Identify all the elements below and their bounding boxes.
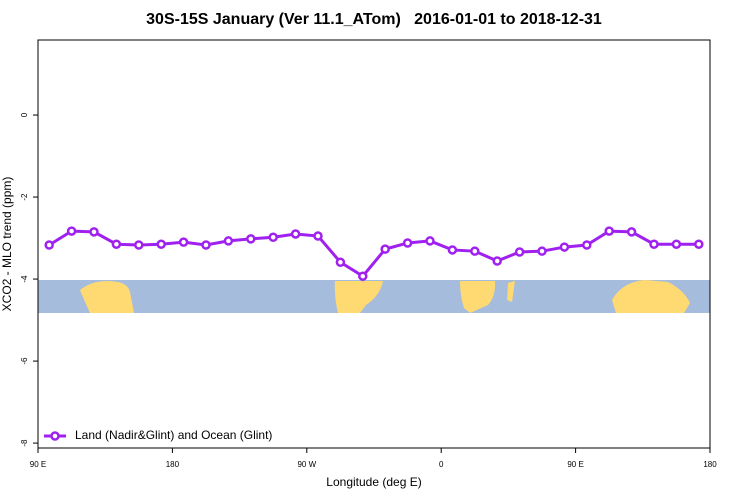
data-point — [335, 257, 346, 267]
data-point — [89, 227, 99, 237]
y-tick-label: -8 — [20, 439, 29, 447]
data-point — [649, 239, 659, 249]
data-point — [313, 231, 323, 241]
x-tick-label: 180 — [703, 460, 717, 469]
data-point — [44, 240, 54, 250]
x-tick-label: 0 — [439, 460, 444, 469]
data-point — [470, 246, 480, 256]
data-point — [358, 271, 368, 281]
series-line — [48, 229, 699, 279]
data-point — [201, 240, 211, 250]
y-tick-label: -6 — [20, 357, 29, 365]
data-point — [582, 240, 592, 250]
data-point — [604, 226, 614, 236]
x-tick-label: 90 W — [297, 460, 316, 469]
data-point — [268, 232, 278, 242]
legend-marker — [50, 431, 60, 441]
chart-title: 30S-15S January (Ver 11.1_ATom) 2016-01-… — [146, 11, 602, 28]
x-tick-label: 180 — [166, 460, 180, 469]
data-point — [290, 229, 301, 239]
x-tick-label: 90 E — [567, 460, 583, 469]
data-point — [380, 244, 390, 254]
data-point — [402, 238, 413, 248]
data-point — [694, 239, 704, 249]
y-tick-label: 0 — [20, 112, 29, 117]
legend-label: Land (Nadir&Glint) and Ocean (Glint) — [75, 428, 272, 442]
data-point — [626, 227, 637, 237]
data-point — [66, 226, 77, 236]
y-tick-label: -2 — [20, 193, 29, 201]
data-point — [134, 240, 144, 250]
x-axis-label: Longitude (deg E) — [326, 475, 421, 489]
plot-frame — [37, 39, 711, 449]
data-point — [425, 236, 435, 246]
data-point — [111, 239, 122, 249]
data-point — [671, 239, 682, 249]
data-point — [156, 239, 166, 249]
data-point — [514, 247, 525, 257]
data-point — [537, 246, 547, 256]
x-tick-label: 90 E — [30, 460, 46, 469]
data-point — [492, 256, 502, 266]
y-axis-label: XCO2 - MLO trend (ppm) — [0, 177, 14, 312]
data-point — [223, 236, 234, 246]
y-tick-label: -4 — [20, 275, 29, 283]
data-point — [178, 237, 189, 247]
data-point — [447, 245, 458, 255]
data-point — [246, 234, 256, 244]
data-point — [559, 242, 570, 252]
map-strip — [38, 280, 710, 313]
